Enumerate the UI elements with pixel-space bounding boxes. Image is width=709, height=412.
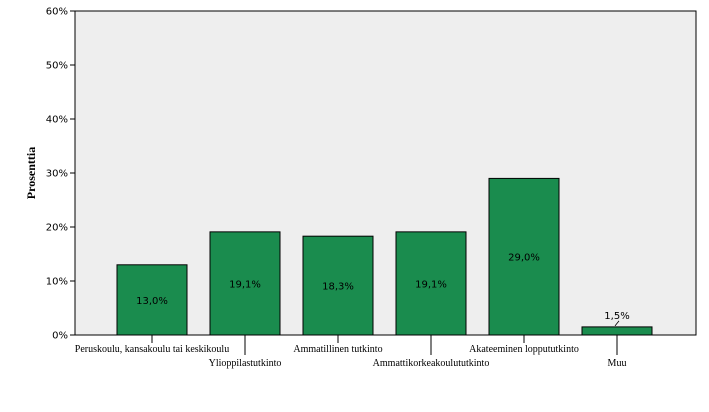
bar bbox=[302, 235, 374, 336]
category-label: Muu bbox=[608, 358, 627, 369]
category-label: Ammattikorkeakoulututkinto bbox=[373, 358, 490, 369]
data-label: 19,1% bbox=[229, 279, 261, 290]
y-axis-title: Prosenttia bbox=[24, 147, 38, 199]
data-label-leader bbox=[614, 320, 620, 327]
category-label: Ammatillinen tutkinto bbox=[293, 344, 382, 355]
bar bbox=[116, 264, 188, 336]
y-tick-label: 10% bbox=[46, 277, 68, 288]
x-axis-labels: Peruskoulu, kansakoulu tai keskikoulu Yli… bbox=[75, 335, 627, 369]
y-axis: 0% 10% 20% 30% 40% 50% 60% bbox=[46, 7, 75, 342]
y-tick-label: 20% bbox=[46, 223, 68, 234]
y-tick-label: 30% bbox=[46, 169, 68, 180]
data-label: 29,0% bbox=[508, 253, 540, 264]
y-tick-label: 40% bbox=[46, 115, 68, 126]
bars: 13,0% 19,1% 18,3% 19,1% 29,0% 1,5% bbox=[116, 177, 653, 336]
category-label: Akateeminen loppututkinto bbox=[469, 344, 579, 355]
y-tick-label: 50% bbox=[46, 61, 68, 72]
data-label: 18,3% bbox=[322, 282, 354, 293]
bar bbox=[488, 177, 560, 336]
data-label: 19,1% bbox=[415, 279, 447, 290]
y-tick-label: 0% bbox=[52, 331, 68, 342]
bar bbox=[581, 326, 653, 336]
category-label: Peruskoulu, kansakoulu tai keskikoulu bbox=[75, 344, 229, 355]
data-label: 13,0% bbox=[136, 296, 168, 307]
data-label: 1,5% bbox=[604, 311, 629, 322]
category-label: Ylioppilastutkinto bbox=[209, 358, 282, 369]
bar bbox=[395, 231, 467, 336]
y-tick-label: 60% bbox=[46, 7, 68, 18]
